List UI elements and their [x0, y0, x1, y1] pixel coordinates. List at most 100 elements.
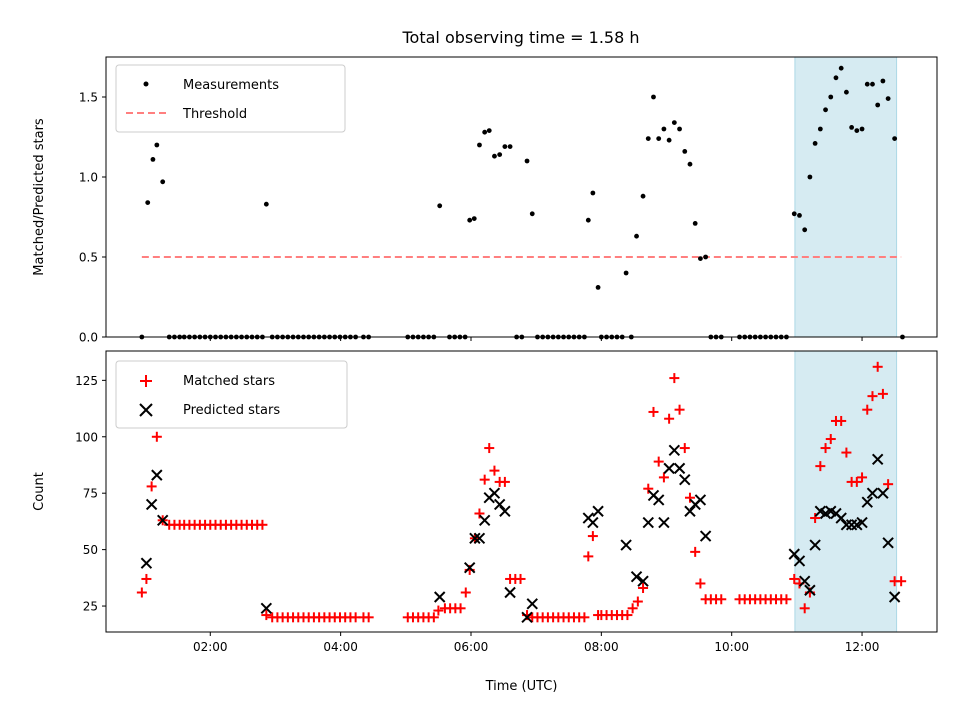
matched-star-point — [474, 508, 485, 519]
x-tick-label: 08:00 — [584, 640, 619, 654]
legend-predicted-marker — [139, 403, 153, 417]
predicted-x-b — [493, 498, 506, 511]
matched-star-point — [841, 447, 852, 458]
predicted-x-b — [845, 519, 858, 531]
measurement-point — [682, 149, 688, 154]
y-tick-label: 75 — [83, 487, 98, 501]
matched-star-point — [825, 434, 836, 445]
matched-star-point — [489, 465, 500, 476]
predicted-star-point — [140, 557, 153, 569]
matched-star-point — [151, 431, 162, 442]
predicted-x-b — [866, 487, 879, 499]
measurement-point — [145, 200, 151, 206]
matched-star-point — [136, 587, 147, 598]
measurement-point — [892, 136, 898, 142]
predicted-star-point — [433, 591, 446, 603]
measurement-point — [812, 141, 818, 146]
count-panel: 02:00 04:00 06:00 08:00 10:00 12:00 25 50 75 100… — [32, 350, 938, 694]
measurement-point — [838, 65, 844, 71]
predicted-star-point — [866, 487, 879, 499]
predicted-star-point — [793, 555, 806, 567]
predicted-star-point — [642, 516, 654, 529]
predicted-star-point — [521, 611, 533, 624]
matched-star-point — [484, 443, 495, 454]
predicted-star-point — [861, 496, 873, 508]
measurement-point — [263, 201, 269, 207]
matched-star-point — [684, 492, 695, 503]
predicted-x-b — [809, 539, 821, 551]
predicted-x-b — [888, 591, 901, 603]
predicted-x-b — [140, 557, 153, 569]
matched-star-point — [867, 391, 878, 402]
matched-star-point — [141, 573, 152, 584]
measurement-point — [486, 128, 492, 134]
matched-star-point — [679, 443, 690, 454]
predicted-star-point — [835, 512, 847, 524]
measurement-point — [524, 158, 530, 164]
measurement-point — [467, 217, 473, 223]
predicted-star-point — [804, 584, 816, 596]
measurement-point — [645, 136, 651, 142]
measurement-point — [823, 107, 828, 113]
predicted-star-point — [882, 537, 894, 549]
matched-star-point — [579, 612, 590, 623]
predicted-star-point — [526, 598, 538, 610]
predicted-star-point — [145, 498, 158, 511]
bottom-legend-box — [115, 360, 348, 429]
predicted-x-b — [463, 561, 476, 574]
observing-window-span-top — [794, 56, 898, 338]
measurement-point — [477, 142, 482, 148]
measurement-point — [661, 126, 667, 132]
measurement-point — [160, 179, 166, 185]
predicted-star-point — [856, 516, 868, 529]
predicted-x-b — [488, 487, 501, 499]
measurement-point — [802, 227, 808, 233]
predicted-star-point — [156, 514, 169, 526]
matched-star-point — [851, 476, 862, 487]
measurement-point — [833, 75, 839, 81]
predicted-x-b — [840, 519, 853, 531]
matched-star-point — [862, 404, 873, 415]
predicted-x-b — [788, 548, 800, 560]
measurement-point — [529, 211, 535, 217]
measurement-point — [585, 217, 591, 223]
predicted-star-point — [663, 462, 675, 475]
legend-measurements-label: Measurements — [183, 78, 279, 93]
predicted-star-point — [469, 532, 481, 545]
measurement-point — [656, 136, 662, 142]
bottom-legend: Matched stars Predicted stars — [115, 360, 348, 429]
legend-matched-marker — [140, 375, 152, 387]
y-tick-label: 1.0 — [79, 171, 98, 185]
matched-star-point — [799, 603, 810, 614]
measurement-point — [885, 96, 891, 101]
matched-star-point — [261, 610, 272, 621]
measurement-point — [875, 102, 881, 108]
matched-star-point — [695, 578, 706, 589]
measurement-point — [844, 89, 849, 95]
predicted-x-b — [814, 505, 827, 517]
matched-star-point — [146, 481, 157, 492]
matched-star-point — [810, 513, 821, 524]
measurement-point — [880, 78, 886, 84]
measurement-point — [154, 142, 160, 148]
predicted-star-point — [679, 473, 691, 486]
predicted-x-b — [694, 494, 707, 506]
predicted-star-point — [699, 530, 712, 542]
matched-star-point — [877, 388, 888, 399]
y-tick-label: 1.5 — [79, 91, 98, 105]
legend-matched-label: Matched stars — [183, 374, 275, 389]
predicted-star-point — [499, 505, 511, 517]
matched-star-point — [674, 404, 685, 415]
predicted-star-point — [478, 514, 491, 526]
measurement-point — [502, 144, 508, 150]
measurement-point — [671, 120, 677, 125]
predicted-x-b — [592, 505, 604, 517]
x-tick-label: 12:00 — [845, 640, 880, 654]
matched-star-point — [789, 573, 800, 584]
matched-star-point — [883, 479, 894, 490]
predicted-star-point — [673, 462, 686, 475]
measurement-point — [817, 126, 823, 132]
measurement-point — [797, 213, 802, 218]
measurement-point — [692, 221, 698, 226]
matched-star-point — [836, 415, 847, 426]
